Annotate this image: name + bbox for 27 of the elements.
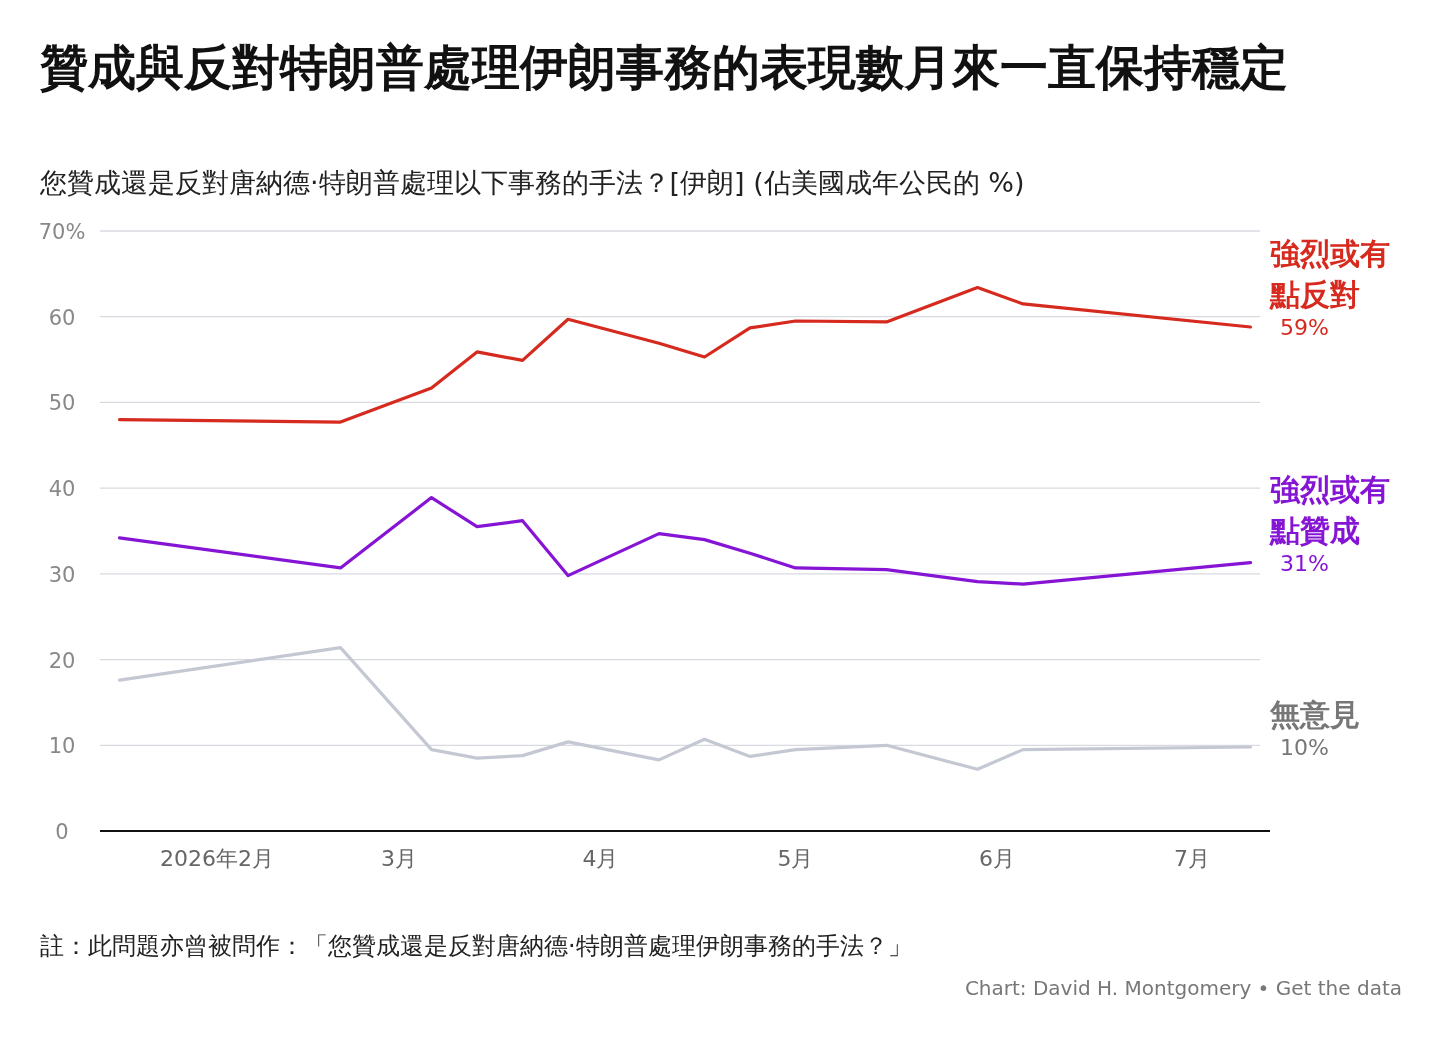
y-tick-label: 0: [55, 820, 69, 844]
x-tick-label: 3月: [381, 846, 417, 871]
data-label: 59%: [1280, 315, 1329, 340]
y-tick-label: 10: [48, 734, 76, 759]
chart-subtitle: 您贊成還是反對唐納德·特朗普處理以下事務的手法？[伊朗] (佔美國成年公民的 %): [40, 166, 1025, 200]
y-tick-label: 60: [48, 305, 76, 330]
x-tick-label: 5月: [777, 846, 814, 871]
y-tick-label: 20: [48, 648, 76, 673]
chart-title: 贊成與反對特朗普處理伊朗事務的表現數月來一直保持穩定: [40, 39, 1289, 95]
y-tick-label: 40: [48, 477, 76, 502]
y-tick-label: 50: [48, 391, 76, 416]
series-label: 強烈或有點贊成: [1269, 471, 1390, 548]
text: Chart: David H. Montgomery • Get the data: [964, 976, 1402, 1000]
x-tick-label: 4月: [582, 846, 619, 871]
y-tick-label: 30: [48, 562, 76, 587]
series-label: 強烈或有點反對: [1269, 236, 1390, 312]
series-label: 無意見: [1269, 697, 1360, 732]
line-series: [117, 646, 1253, 771]
x-tick-label: 7月: [1174, 846, 1210, 871]
x-tick-label: 6月: [979, 846, 1015, 871]
data-label: 10%: [1280, 735, 1329, 760]
line-series: [117, 286, 1253, 424]
data-label: 31%: [1280, 550, 1329, 576]
line-series: [117, 496, 1253, 586]
x-tick-label: 2026年2月: [160, 846, 274, 871]
text: 註：此問題亦曾被問作：「您贊成還是反對唐納德·特朗普處理伊朗事務的手法？」: [40, 931, 912, 962]
y-tick-label: 70%: [38, 220, 86, 244]
